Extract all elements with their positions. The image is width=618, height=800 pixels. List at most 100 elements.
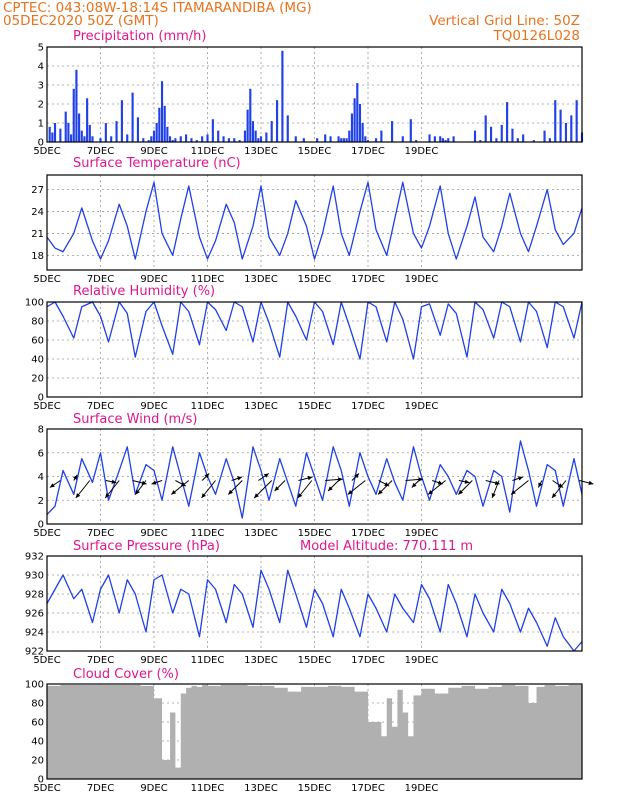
precipitation-bar — [415, 140, 418, 142]
precipitation-bar — [559, 109, 562, 142]
y-tick-label: 0 — [38, 138, 44, 149]
precipitation-bar — [506, 102, 509, 142]
precipitation-bar — [86, 98, 89, 142]
y-tick-label: 926 — [25, 609, 44, 620]
precipitation-bar — [444, 140, 447, 142]
precipitation-bar — [201, 136, 204, 142]
y-tick-label: 922 — [25, 647, 44, 658]
wind-arrow-head — [171, 489, 177, 495]
x-tick-label: 7DEC — [87, 274, 114, 285]
x-tick-label: 13DEC — [244, 783, 278, 794]
wind-arrow-head — [105, 493, 110, 498]
wind-arrow-head — [297, 493, 303, 498]
precipitation-bar — [570, 115, 573, 142]
wind-arrow-head — [411, 482, 417, 488]
precipitation-bar — [511, 128, 514, 142]
x-tick-label: 9DEC — [140, 146, 167, 157]
precipitation-bar — [64, 111, 67, 142]
panel-frame — [46, 683, 583, 780]
x-tick-label: 15DEC — [298, 274, 332, 285]
precipitation-bar — [147, 140, 150, 142]
header-station: CPTEC: 043:08W-18:14S ITAMARANDIBA (MG) — [3, 0, 312, 16]
x-tick-label: 13DEC — [244, 401, 278, 412]
x-tick-label: 17DEC — [351, 655, 385, 666]
precipitation-bar — [532, 140, 535, 142]
wind-title: Surface Wind (m/s) — [73, 412, 197, 427]
temperature-panel: 5DEC 7DEC 9DEC 11DEC 13DEC 15DEC 17DEC 19DEC 18 2… — [31, 174, 583, 285]
y-tick-label: 4 — [38, 62, 44, 73]
precipitation-bar — [259, 136, 263, 142]
precipitation-bar — [158, 107, 161, 142]
precipitation-bar — [227, 138, 230, 142]
precipitation-bar — [126, 134, 129, 142]
precipitation-title: Precipitation (mm/h) — [73, 29, 206, 44]
precipitation-bar — [473, 130, 477, 142]
precipitation-bar — [171, 140, 174, 142]
wind-arrow-head — [551, 493, 557, 498]
y-tick-label: 20 — [31, 756, 44, 767]
precipitation-bar — [401, 136, 404, 142]
wind-arrow-head — [538, 482, 543, 488]
panel-frame — [46, 555, 583, 652]
precipitation-bar — [324, 134, 327, 142]
x-tick-label: 9DEC — [140, 783, 167, 794]
y-tick-label: 100 — [25, 298, 44, 309]
precipitation-bar — [489, 126, 493, 142]
y-tick-label: 40 — [31, 355, 44, 366]
pressure-title: Surface Pressure (hPa) — [73, 539, 220, 554]
precipitation-bar — [249, 88, 252, 142]
precipitation-bar — [120, 100, 123, 142]
temperature-title: Surface Temperature (nC) — [73, 156, 241, 171]
wind-arrow-head — [418, 477, 423, 482]
x-tick-label: 17DEC — [351, 146, 385, 157]
precipitation-bar — [142, 138, 145, 142]
x-tick-label: 7DEC — [87, 655, 114, 666]
y-tick-label: 5 — [38, 43, 44, 54]
wind-arrow-head — [49, 483, 55, 488]
precipitation-bar — [179, 136, 182, 142]
precipitation-bar — [316, 138, 319, 142]
x-tick-label: 19DEC — [405, 401, 439, 412]
panel-frame — [46, 46, 583, 143]
precipitation-bar — [516, 138, 519, 142]
y-tick-label: 932 — [25, 552, 44, 563]
precipitation-bar — [575, 100, 578, 142]
wind-arrow-head — [111, 479, 117, 484]
precipitation-bar — [185, 134, 188, 142]
wind-arrow-head — [307, 475, 313, 481]
x-tick-label: 11DEC — [191, 146, 225, 157]
wind-arrow-head — [338, 477, 343, 482]
precipitation-bar — [110, 136, 113, 142]
x-tick-label: 7DEC — [87, 783, 114, 794]
precipitation-bar — [233, 138, 236, 142]
precipitation-bar — [409, 119, 412, 142]
x-tick-label: 5DEC — [33, 146, 60, 157]
x-tick-label: 15DEC — [298, 655, 332, 666]
precipitation-bar — [150, 136, 153, 142]
precipitation-bar — [522, 134, 525, 142]
wind-arrow-head — [511, 489, 516, 495]
y-tick-label: 80 — [31, 699, 44, 710]
y-tick-label: 0 — [38, 520, 44, 531]
y-tick-label: 60 — [31, 336, 44, 347]
precipitation-bar — [286, 115, 289, 142]
precipitation-bar — [217, 130, 220, 142]
model-altitude-label: Model Altitude: 770.111 m — [300, 539, 473, 554]
wind-arrow-head — [328, 486, 333, 491]
wind-arrow-head — [73, 474, 78, 480]
precipitation-bar — [195, 140, 198, 142]
precipitation-bar — [48, 126, 51, 142]
x-tick-label: 13DEC — [244, 146, 278, 157]
precipitation-bar — [72, 88, 75, 142]
precipitation-bar — [211, 119, 214, 142]
y-tick-label: 928 — [25, 590, 44, 601]
y-tick-label: 0 — [38, 393, 44, 404]
x-tick-label: 17DEC — [351, 274, 385, 285]
y-tick-label: 3 — [38, 81, 44, 92]
y-tick-label: 8 — [38, 425, 44, 436]
x-tick-label: 7DEC — [87, 146, 114, 157]
x-tick-label: 9DEC — [140, 401, 167, 412]
precipitation-bar — [152, 130, 156, 142]
y-tick-label: 27 — [31, 185, 44, 196]
x-tick-label: 19DEC — [405, 783, 439, 794]
